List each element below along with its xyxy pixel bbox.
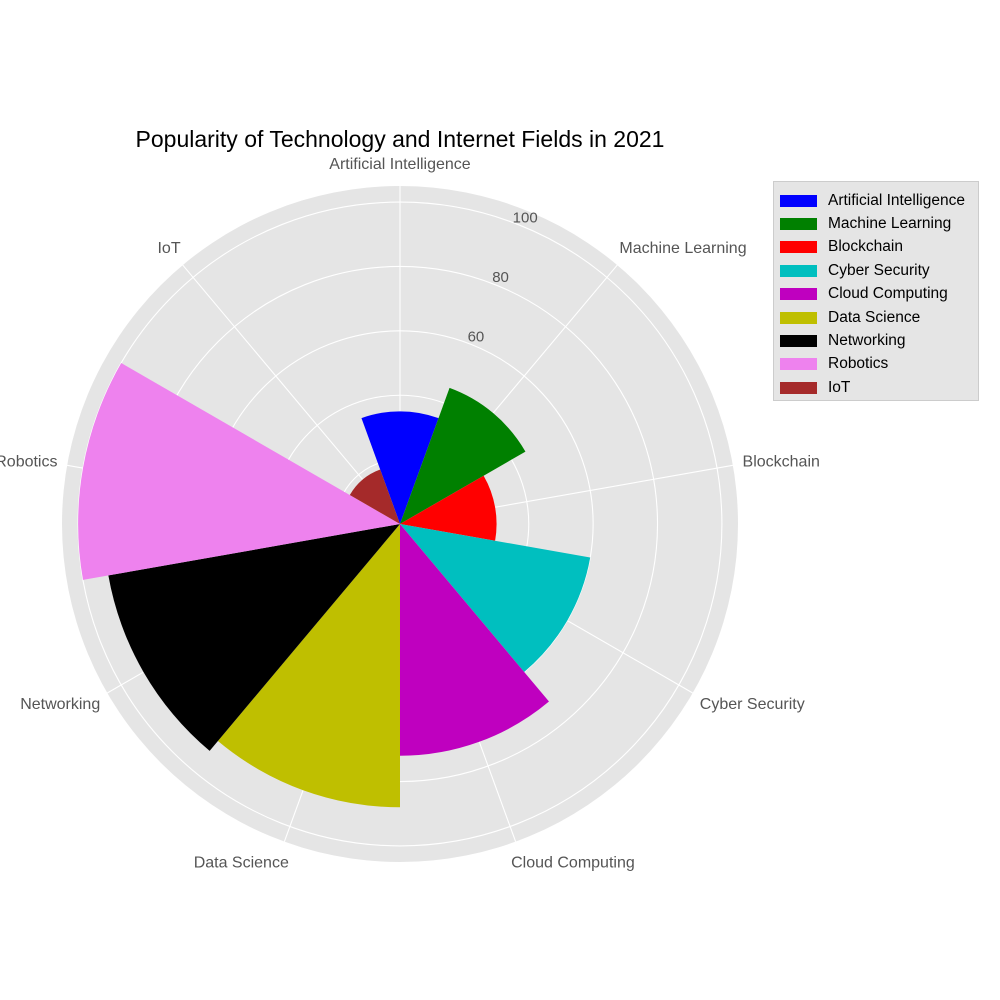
legend-swatch: [780, 194, 817, 207]
bar-blockchain: [400, 475, 497, 541]
legend-label: Networking: [828, 332, 906, 350]
polar-bars: [78, 363, 591, 808]
category-label-machine-learning: Machine Learning: [619, 240, 746, 257]
bar-cyber-security: [400, 524, 591, 672]
bar-machine-learning: [400, 387, 526, 524]
category-labels: Artificial Intelligence Machine Learning B…: [0, 156, 820, 871]
bar-iot: [349, 469, 400, 524]
legend-item: Blockchain: [780, 236, 978, 259]
bar-data-science: [217, 524, 400, 808]
legend-swatch: [780, 335, 817, 348]
bar-networking: [108, 524, 400, 751]
radial-tick-label-60: 60: [468, 329, 485, 346]
legend-item: Robotics: [780, 353, 978, 376]
category-label-networking: Networking: [20, 696, 100, 713]
radial-tick-labels: 60 80 100: [468, 210, 538, 346]
legend-item: Networking: [780, 329, 978, 352]
legend-label: Robotics: [828, 355, 889, 373]
legend: Artificial Intelligence Machine Learning B…: [773, 181, 979, 401]
legend-swatch: [780, 358, 817, 371]
bar-robotics: [78, 363, 401, 580]
legend-item: Cloud Computing: [780, 283, 978, 306]
category-label-data-science: Data Science: [194, 854, 289, 871]
legend-label: Artificial Intelligence: [828, 191, 965, 209]
radial-tick-label-80: 80: [492, 269, 509, 286]
legend-swatch: [780, 241, 817, 254]
legend-item: Machine Learning: [780, 212, 978, 235]
legend-label: Blockchain: [828, 238, 903, 256]
legend-label: Cyber Security: [828, 261, 930, 279]
legend-item: IoT: [780, 376, 978, 399]
legend-label: Cloud Computing: [828, 285, 948, 303]
legend-label: Data Science: [828, 308, 921, 326]
legend-swatch: [780, 311, 817, 324]
legend-label: IoT: [828, 378, 851, 396]
legend-item: Data Science: [780, 306, 978, 329]
legend-swatch: [780, 264, 817, 277]
bar-artificial-intelligence: [361, 411, 439, 524]
legend-swatch: [780, 288, 817, 301]
category-label-cyber-security: Cyber Security: [700, 696, 805, 713]
legend-swatch: [780, 381, 817, 394]
legend-item: Artificial Intelligence: [780, 189, 978, 212]
legend-swatch: [780, 218, 817, 231]
bar-cloud-computing: [400, 524, 549, 756]
chart-title: Popularity of Technology and Internet Fi…: [135, 126, 665, 152]
category-label-artificial-intelligence: Artificial Intelligence: [329, 156, 471, 173]
category-label-blockchain: Blockchain: [743, 453, 820, 470]
category-label-cloud-computing: Cloud Computing: [511, 854, 635, 871]
category-label-iot: IoT: [157, 240, 180, 257]
legend-item: Cyber Security: [780, 259, 978, 282]
legend-label: Machine Learning: [828, 215, 952, 233]
radial-tick-label-100: 100: [513, 210, 538, 227]
category-label-robotics: Robotics: [0, 453, 57, 470]
